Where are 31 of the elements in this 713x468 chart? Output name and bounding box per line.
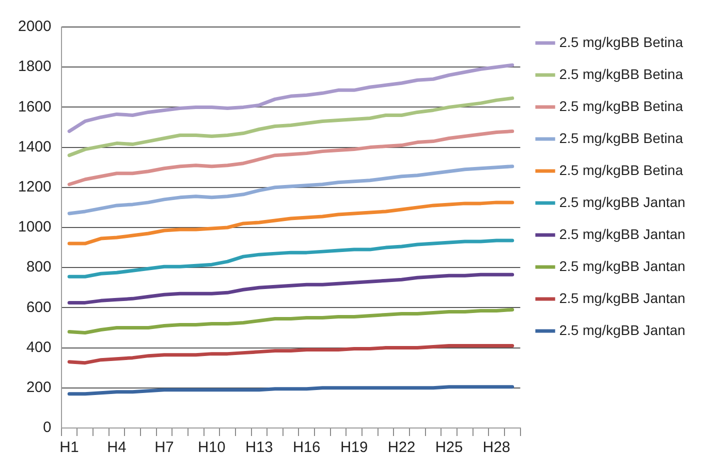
x-tick-label: H7	[154, 439, 174, 456]
y-tick-label: 1400	[18, 138, 52, 156]
y-tick-label: 1600	[18, 98, 52, 116]
y-tick-label: 600	[26, 298, 52, 316]
x-tick-label: H1	[60, 439, 79, 456]
legend-label: 2.5 mg/kgBB Betina	[559, 162, 684, 178]
x-tick-label: H10	[198, 439, 226, 456]
y-tick-label: 400	[26, 338, 52, 356]
y-tick-label: 800	[26, 258, 52, 276]
x-tick-label: H4	[107, 439, 126, 456]
legend-label: 2.5 mg/kgBB Jantan	[559, 322, 686, 338]
x-tick-label: H25	[435, 439, 463, 456]
legend-label: 2.5 mg/kgBB Jantan	[559, 290, 686, 306]
legend-label: 2.5 mg/kgBB Betina	[559, 34, 684, 50]
x-tick-label: H22	[388, 439, 416, 456]
x-tick-label: H28	[482, 439, 510, 456]
y-tick-label: 1800	[18, 58, 52, 76]
legend-label: 2.5 mg/kgBB Jantan	[559, 194, 686, 210]
legend-label: 2.5 mg/kgBB Betina	[559, 98, 684, 114]
legend-label: 2.5 mg/kgBB Jantan	[559, 258, 686, 274]
y-tick-label: 200	[26, 379, 52, 396]
x-tick-label: H19	[340, 439, 368, 456]
y-tick-label: 0	[43, 419, 52, 436]
y-tick-label: 2000	[18, 18, 52, 36]
legend-label: 2.5 mg/kgBB Betina	[559, 66, 684, 82]
y-tick-label: 1000	[18, 218, 52, 236]
legend-label: 2.5 mg/kgBB Betina	[559, 130, 684, 146]
x-tick-label: H16	[292, 439, 320, 456]
x-tick-label: H13	[245, 439, 273, 456]
y-tick-label: 1200	[18, 178, 52, 196]
legend-label: 2.5 mg/kgBB Jantan	[559, 226, 686, 242]
